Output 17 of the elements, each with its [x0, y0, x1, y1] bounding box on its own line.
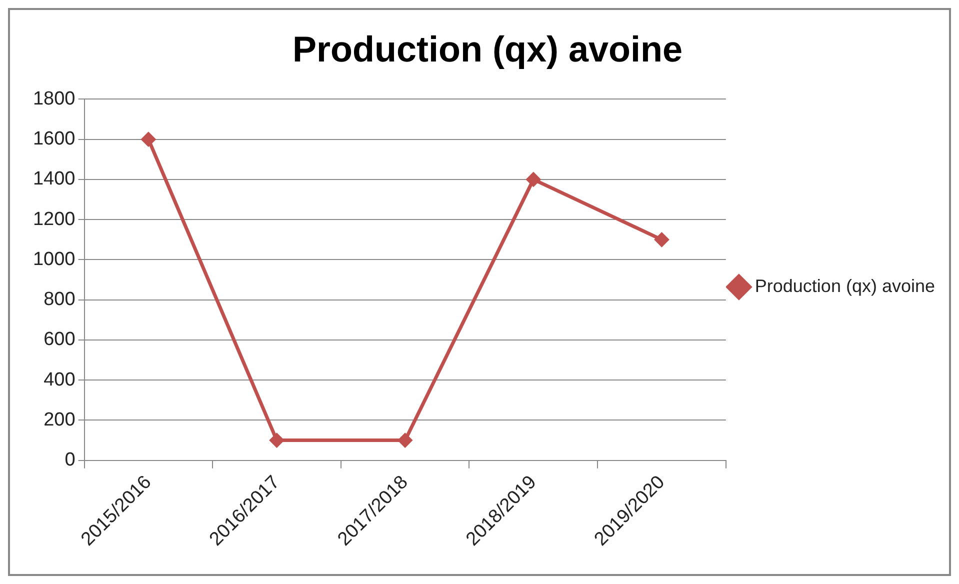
y-tick-label: 0	[64, 450, 76, 471]
point	[140, 132, 156, 147]
y-tick-label: 1600	[32, 128, 76, 150]
y-tick-label: 1400	[32, 168, 76, 190]
y-tick-label: 800	[44, 289, 76, 310]
y-tick-label: 400	[44, 369, 76, 390]
y-tick-label: 1000	[32, 248, 76, 270]
legend-label: Production (qx) avoine	[754, 276, 936, 296]
y-tick-label: 200	[44, 409, 76, 430]
y-tick-label: 1200	[32, 208, 76, 230]
point	[269, 432, 284, 448]
point	[398, 432, 413, 448]
y-tick-label: 600	[44, 329, 76, 350]
point	[526, 172, 541, 187]
point	[654, 232, 670, 248]
y-tick-label: 1800	[32, 88, 76, 110]
chart-title: Production (qx) avoine	[292, 28, 683, 70]
